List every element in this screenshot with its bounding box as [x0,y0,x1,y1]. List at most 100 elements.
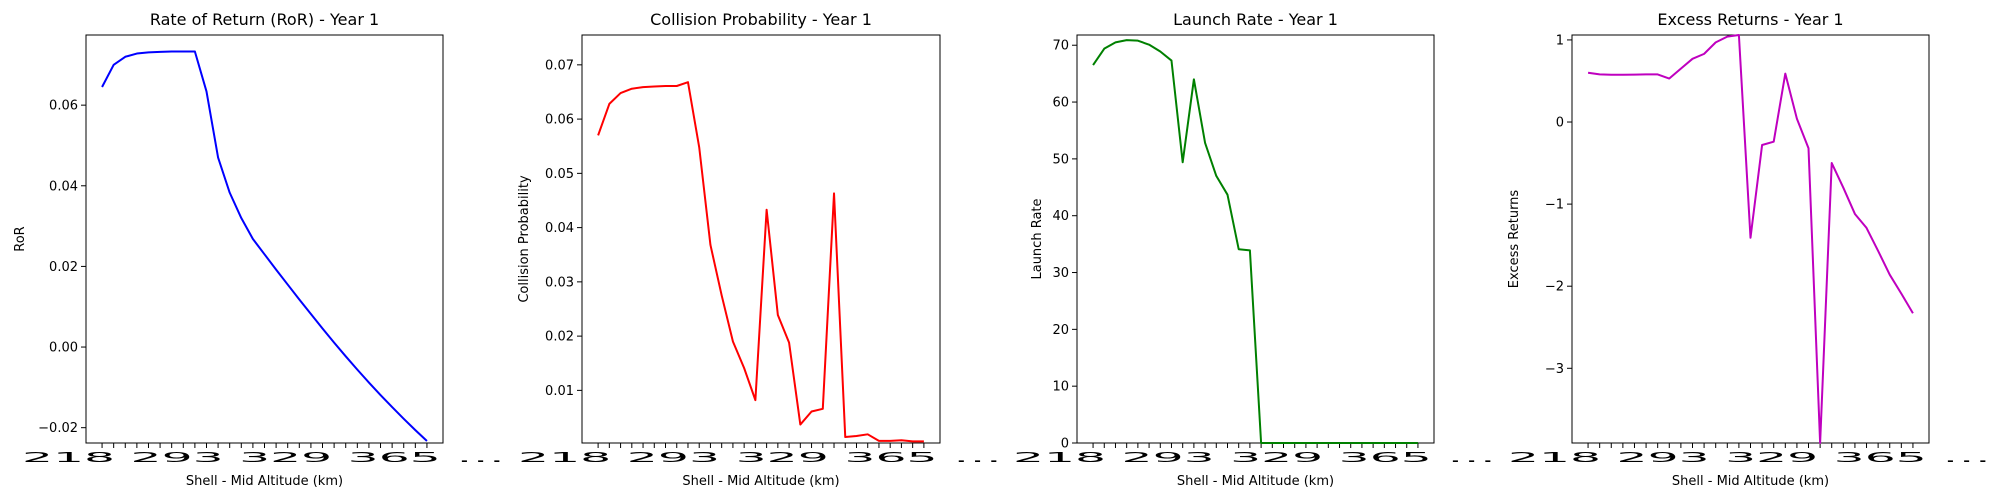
data-point [1831,162,1833,164]
data-point [101,86,103,88]
chart-panel-3: Launch Rate - Year 1 0 10 20 30 40 50 60 70 218 2… [1013,10,1496,489]
y-tick-label: −1 [1545,198,1564,213]
data-point [403,418,405,420]
y-tick-label: 0.04 [545,221,574,236]
y-tick-label: 0.06 [49,99,78,114]
chart-panel-1: Rate of Return (RoR) - Year 1 −0.02 0.00 0.… [13,10,505,489]
y-tick-label: −2 [1545,280,1564,295]
data-point [811,411,813,413]
data-point [1126,39,1128,41]
data-point [147,51,149,53]
data-point [1182,161,1184,163]
x-tick-labels: 218 293 329 365 … [1508,451,1991,466]
data-point [1271,442,1273,444]
data-point [1610,74,1612,76]
series-line [1587,34,1914,444]
data-point [721,294,723,296]
data-point [1327,442,1329,444]
y-tick-label: 0.03 [545,275,574,290]
data-point [676,85,678,87]
data-point [113,64,115,66]
data-point [855,435,857,437]
data-point [889,440,891,442]
data-point [620,92,622,94]
data-point [182,51,184,53]
data-point [1193,78,1195,80]
series-line [597,81,924,443]
data-point [333,342,335,344]
data-point [1715,41,1717,43]
data-point [1204,142,1206,144]
data-point [1866,227,1868,229]
data-point [754,399,756,401]
x-axis-label: Shell - Mid Altitude (km) [1177,474,1334,489]
x-tick-labels: 218 293 329 365 … [22,451,505,466]
data-point [1103,48,1105,50]
data-point [1283,442,1285,444]
data-point [240,217,242,219]
data-point [1784,73,1786,75]
y-tick-label: 10 [1052,380,1069,395]
data-point [912,440,914,442]
data-point [1691,58,1693,60]
data-point [345,355,347,357]
data-point [799,424,801,426]
data-point [1339,442,1341,444]
y-tick-label: 0.02 [545,330,574,345]
data-point [1170,60,1172,62]
y-axis-label: Launch Rate [1030,198,1045,279]
chart-title: Launch Rate - Year 1 [1173,10,1338,29]
data-point [322,328,324,330]
data-point [1796,118,1798,120]
data-point [1372,442,1374,444]
data-point [1137,40,1139,42]
y-tick-label: 1 [1556,33,1564,48]
y-tick-label: 0.00 [49,341,78,356]
x-axis-label: Shell - Mid Altitude (km) [186,474,343,489]
data-point [1092,64,1094,66]
data-point [1215,175,1217,177]
data-point [1738,34,1740,36]
data-point [298,298,300,300]
data-point [159,51,161,53]
data-point [878,440,880,442]
data-point [608,103,610,105]
data-point [1395,442,1397,444]
data-point [867,433,869,435]
data-point [1249,249,1251,251]
data-point [653,86,655,88]
y-tick-label: 0.05 [545,167,574,182]
data-point [743,367,745,369]
data-point [1808,147,1810,149]
y-tick-label: 0 [1556,116,1564,131]
y-axis-label: Excess Returns [1507,190,1522,289]
y-tick-label: 50 [1052,152,1069,167]
y-axis-label: RoR [13,226,28,251]
plot-frame [1076,34,1435,444]
data-point [1842,187,1844,189]
data-point [275,269,277,271]
data-point [923,440,925,442]
chart-title: Rate of Return (RoR) - Year 1 [150,10,379,29]
data-point [665,85,667,87]
plot-frame [85,34,444,444]
y-tick-label: 0.07 [545,58,574,73]
x-axis-label: Shell - Mid Altitude (km) [1672,474,1829,489]
data-point [1761,144,1763,146]
data-point [136,53,138,55]
data-point [732,341,734,343]
y-axis-label: Collision Probability [517,175,532,303]
chart-title: Excess Returns - Year 1 [1657,10,1843,29]
plot-frame [1571,34,1930,444]
data-point [1260,442,1262,444]
data-point [1912,312,1914,314]
data-point [1645,73,1647,75]
data-point [1238,248,1240,250]
y-tick-label: 0.04 [49,179,78,194]
data-point [264,253,266,255]
data-point [194,51,196,53]
y-tick-label: 0.01 [545,384,574,399]
y-tick-label: 60 [1052,96,1069,111]
data-point [788,342,790,344]
